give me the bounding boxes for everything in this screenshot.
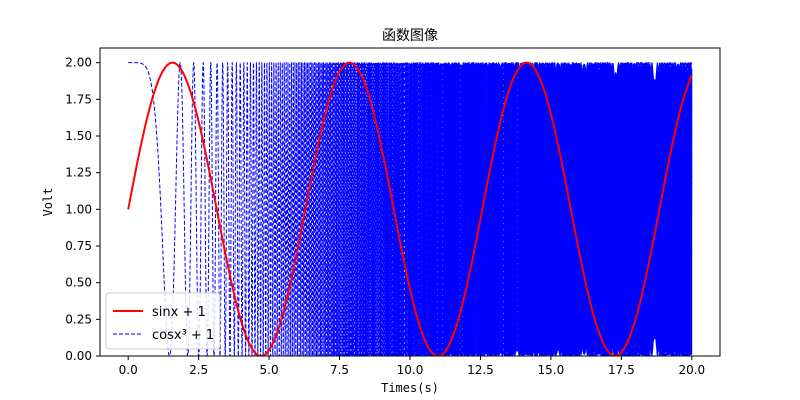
legend-label-cos: cosx³ + 1 [152,328,214,343]
x-tick-label: 17.5 [608,363,635,377]
series-line-sin [127,61,693,356]
y-tick-label: 1.50 [65,129,92,143]
legend: sinx + 1 cosx³ + 1 [105,292,221,350]
x-tick-label: 0.0 [119,363,138,377]
y-tick-label: 1.25 [65,166,92,180]
chart-title: 函数图像 [382,28,438,44]
x-axis-label: Times(s) [381,381,439,395]
y-tick-label: 0.50 [65,276,92,290]
x-tick-label: 2.5 [189,363,208,377]
series-line-cos [127,62,693,356]
y-axis-label: Volt [41,188,55,217]
y-tick-label: 1.00 [65,202,92,216]
x-tick-label: 10.0 [397,363,424,377]
y-tick-label: 1.75 [65,92,92,106]
y-axis: 0.00 0.25 0.50 0.75 1.00 1.25 1.50 1.75 2.00 [65,56,100,363]
y-tick-label: 2.00 [65,56,92,70]
y-tick-label: 0.00 [65,349,92,363]
y-tick-label: 0.25 [65,312,92,326]
x-tick-label: 20.0 [678,363,705,377]
x-tick-label: 12.5 [467,363,494,377]
y-tick-label: 0.75 [65,239,92,253]
legend-box [105,292,221,350]
x-tick-label: 15.0 [538,363,565,377]
legend-label-sin: sinx + 1 [152,305,206,320]
x-axis: 0.0 2.5 5.0 7.5 10.0 12.5 15.0 17.5 20.0 [119,356,705,377]
x-tick-label: 7.5 [330,363,349,377]
x-tick-label: 5.0 [260,363,279,377]
